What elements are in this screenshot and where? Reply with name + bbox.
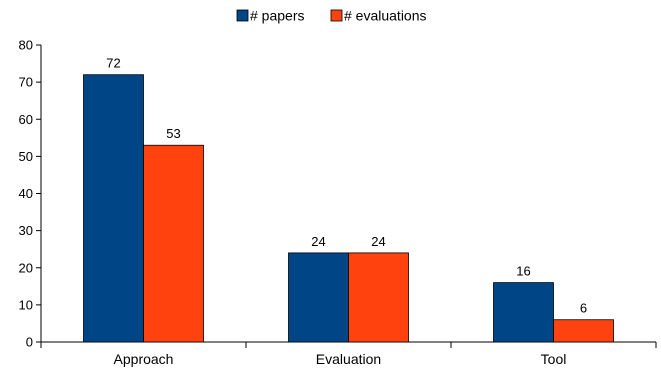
y-axis: 0 10 20 30 40 50 60 70 80	[19, 38, 42, 350]
x-category-label: Evaluation	[316, 351, 381, 367]
data-labels: 72 53 24 24 16 6	[106, 56, 587, 316]
legend-label-evaluations: # evaluations	[344, 8, 427, 24]
bar-evaluations	[143, 144, 204, 343]
x-category-label: Approach	[114, 351, 174, 367]
y-tick-label: 20	[19, 260, 33, 275]
data-label: 6	[580, 301, 587, 316]
data-label: 53	[166, 126, 180, 141]
legend: # papers # evaluations	[236, 8, 427, 24]
bar-evaluations	[553, 319, 614, 343]
y-tick-label: 10	[19, 297, 33, 312]
y-tick-label: 30	[19, 223, 33, 238]
bar-papers	[493, 282, 554, 343]
legend-label-papers: # papers	[250, 8, 304, 24]
y-tick-label: 40	[19, 186, 33, 201]
y-tick-label: 70	[19, 75, 33, 90]
legend-swatch-papers	[236, 9, 249, 22]
data-label: 72	[106, 56, 120, 71]
bar-papers	[288, 252, 349, 343]
x-axis: Approach Evaluation Tool	[40, 341, 657, 367]
y-tick-label: 80	[19, 38, 33, 53]
legend-swatch-evaluations	[330, 9, 343, 22]
bar-papers	[83, 74, 144, 343]
y-tick-label: 0	[26, 335, 33, 350]
bar-evaluations	[348, 252, 409, 343]
x-category-label: Tool	[541, 351, 567, 367]
data-label: 24	[311, 234, 325, 249]
bars	[83, 74, 614, 343]
data-label: 24	[371, 234, 385, 249]
data-label: 16	[516, 264, 530, 279]
y-tick-label: 50	[19, 149, 33, 164]
y-tick-label: 60	[19, 112, 33, 127]
